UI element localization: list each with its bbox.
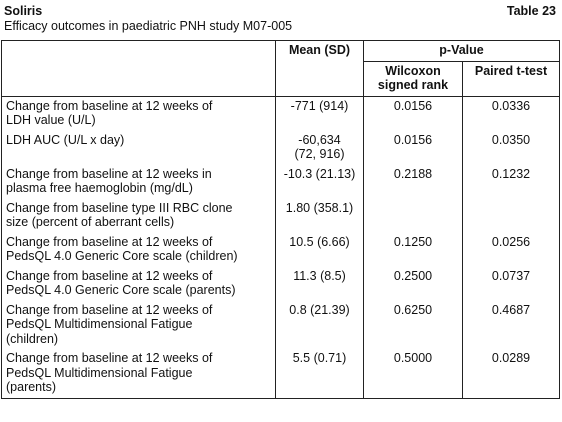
header-row: Mean (SD) p-Value	[1, 40, 560, 97]
label-line: Change from baseline at 12 weeks of	[6, 234, 213, 249]
table-row: Change from baseline at 12 weeks of PedsQ…	[1, 349, 560, 399]
wilcoxon-cell: 0.0156	[363, 96, 463, 131]
mean-cell: -60,634 (72, 916)	[275, 130, 364, 165]
mean-line: 5.5 (0.71)	[292, 351, 347, 365]
mean-cell: 10.5 (6.66)	[275, 232, 364, 267]
label-line: PedsQL Multidimensional Fatigue	[6, 317, 193, 331]
label-line: Change from baseline at 12 weeks of	[6, 98, 213, 113]
product: Soliris	[4, 4, 43, 18]
row-label: Change from baseline at 12 weeks of PedsQ…	[1, 232, 276, 267]
wilcoxon-cell: 0.1250	[363, 232, 463, 267]
table-row: Change from baseline at 12 weeks in plasm…	[1, 164, 560, 199]
header-line: signed rank	[377, 78, 449, 92]
label-line: PedsQL 4.0 Generic Core scale (parents)	[6, 283, 236, 297]
wilcoxon-cell: 0.0156	[363, 130, 463, 165]
mean-header: Mean (SD)	[275, 40, 364, 97]
table-head: Mean (SD) p-Value Wilcoxon signed rank P…	[1, 40, 560, 97]
table-row: Change from baseline type III RBC clone s…	[1, 198, 560, 233]
mean-cell: 5.5 (0.71)	[275, 349, 364, 399]
p-value-header: p-Value	[363, 40, 560, 62]
label-line: Change from baseline at 12 weeks of	[6, 302, 213, 317]
wilcoxon-header: Wilcoxon signed rank	[363, 60, 463, 97]
label-line: PedsQL 4.0 Generic Core scale (children)	[6, 249, 238, 263]
wilcoxon-cell: 0.2188	[363, 164, 463, 199]
wilcoxon-cell: 0.2500	[363, 266, 463, 301]
label-line: PedsQL Multidimensional Fatigue	[6, 365, 193, 380]
row-label: Change from baseline at 12 weeks of PedsQ…	[1, 266, 276, 301]
table-row: LDH AUC (U/L x day) -60,634 (72, 916) 0.015…	[1, 130, 560, 165]
paired-cell: 0.0737	[462, 266, 560, 301]
row-label: Change from baseline type III RBC clone s…	[1, 198, 276, 233]
label-line: Change from baseline at 12 weeks in	[6, 166, 212, 181]
paired-cell: 0.0350	[462, 130, 560, 165]
table-body: Change from baseline at 12 weeks of LDH v…	[1, 96, 560, 399]
row-label: Change from baseline at 12 weeks of PedsQ…	[1, 349, 276, 399]
header: Soliris Table 23 Efficacy outcomes in pa…	[0, 0, 562, 40]
table-label: Table 23	[506, 4, 556, 18]
label-line: Change from baseline at 12 weeks of	[6, 268, 213, 283]
row-label: Change from baseline at 12 weeks of PedsQ…	[1, 300, 276, 349]
label-line: plasma free haemoglobin (mg/dL)	[6, 181, 193, 195]
mean-line: -771 (914)	[290, 98, 349, 113]
wilcoxon-cell: 0.6250	[363, 300, 463, 349]
label-line: LDH AUC (U/L x day)	[6, 132, 125, 147]
paired-header: Paired t-test	[462, 60, 560, 97]
header-row: Wilcoxon signed rank Paired t-test	[2, 60, 560, 97]
row-label: Change from baseline at 12 weeks in plasm…	[1, 164, 276, 199]
mean-cell: -10.3 (21.13)	[275, 164, 364, 199]
mean-line: 11.3 (8.5)	[293, 268, 346, 283]
caption: Efficacy outcomes in paediatric PNH stud…	[4, 19, 293, 33]
paired-cell	[462, 198, 560, 233]
label-line: size (percent of aberrant cells)	[6, 215, 175, 229]
header-line: Wilcoxon	[385, 63, 441, 78]
label-line: Change from baseline type III RBC clone	[6, 200, 233, 215]
paired-cell: 0.0289	[462, 349, 560, 399]
paired-cell: 0.0256	[462, 232, 560, 267]
table-row: Change from baseline at 12 weeks of PedsQ…	[1, 300, 560, 349]
mean-line: (72, 916)	[294, 147, 345, 161]
mean-cell: 0.8 (21.39)	[275, 300, 364, 349]
mean-line: 1.80 (358.1)	[285, 200, 354, 215]
mean-line: -10.3 (21.13)	[283, 166, 356, 181]
label-line: LDH value (U/L)	[6, 113, 96, 127]
row-label: LDH AUC (U/L x day)	[1, 130, 276, 165]
table-row: Change from baseline at 12 weeks of PedsQ…	[1, 232, 560, 267]
mean-line: 0.8 (21.39)	[289, 302, 350, 317]
paired-cell: 0.4687	[462, 300, 560, 349]
table: Mean (SD) p-Value Wilcoxon signed rank P…	[1, 40, 560, 399]
label-line: (children)	[6, 331, 59, 346]
mean-cell: 1.80 (358.1)	[275, 198, 364, 233]
label-line: Change from baseline at 12 weeks of	[6, 351, 213, 365]
wilcoxon-cell	[363, 198, 463, 233]
paired-cell: 0.0336	[462, 96, 560, 131]
mean-cell: -771 (914)	[275, 96, 364, 131]
mean-line: 10.5 (6.66)	[289, 234, 350, 249]
paired-cell: 0.1232	[462, 164, 560, 199]
label-line: (parents)	[6, 380, 57, 394]
row-label: Change from baseline at 12 weeks of LDH v…	[1, 96, 276, 131]
blank-header	[1, 40, 276, 97]
table-row: Change from baseline at 12 weeks of PedsQ…	[1, 266, 560, 301]
wilcoxon-cell: 0.5000	[363, 349, 463, 399]
table-row: Change from baseline at 12 weeks of LDH v…	[1, 96, 560, 131]
mean-cell: 11.3 (8.5)	[275, 266, 364, 301]
mean-line: -60,634	[298, 132, 341, 147]
